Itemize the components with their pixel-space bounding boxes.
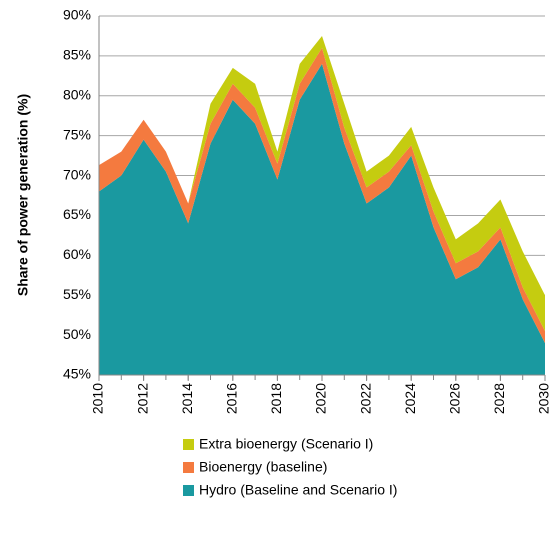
y-tick-label: 90% — [63, 7, 91, 23]
y-tick-label: 70% — [63, 166, 91, 182]
y-tick-label: 60% — [63, 246, 91, 262]
x-tick-label: 2012 — [134, 383, 150, 414]
x-tick-label: 2022 — [357, 383, 373, 414]
x-tick-label: 2016 — [224, 383, 240, 414]
x-tick-label: 2024 — [402, 383, 418, 414]
y-tick-label: 85% — [63, 47, 91, 63]
y-tick-label: 45% — [63, 366, 91, 382]
x-tick-label: 2018 — [268, 383, 284, 414]
y-tick-label: 50% — [63, 326, 91, 342]
area — [99, 63, 545, 375]
legend-swatch — [183, 439, 194, 450]
legend-label: Hydro (Baseline and Scenario I) — [199, 482, 397, 498]
x-tick-label: 2028 — [491, 383, 507, 414]
legend-swatch — [183, 485, 194, 496]
x-tick-label: 2010 — [90, 383, 106, 414]
legend-label: Extra bioenergy (Scenario I) — [199, 436, 373, 452]
y-axis-title: Share of power generation (%) — [15, 94, 31, 296]
legend-label: Bioenergy (baseline) — [199, 459, 327, 475]
x-tick-label: 2026 — [447, 383, 463, 414]
area — [99, 35, 545, 332]
y-tick-label: 55% — [63, 286, 91, 302]
x-tick-label: 2020 — [313, 383, 329, 414]
x-tick-label: 2030 — [536, 383, 550, 414]
y-tick-label: 65% — [63, 206, 91, 222]
y-tick-label: 75% — [63, 126, 91, 142]
x-tick-label: 2014 — [179, 383, 195, 414]
y-tick-label: 80% — [63, 86, 91, 102]
legend-swatch — [183, 462, 194, 473]
